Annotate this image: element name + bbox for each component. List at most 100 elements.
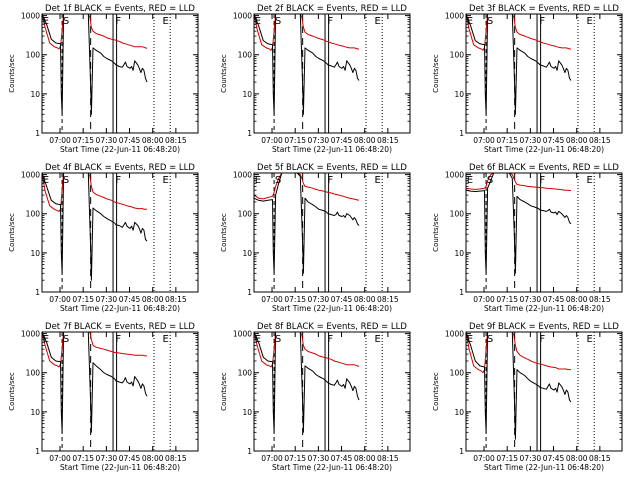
x-tick-label: 07:30: [520, 295, 542, 304]
x-tick-label: 08:00: [142, 295, 164, 304]
x-axis-label: Start Time (22-Jun-11 06:48:20): [272, 463, 392, 472]
time-marker-label: F: [115, 16, 121, 27]
time-marker-label: E: [255, 175, 261, 186]
y-tick-label: 1000: [21, 330, 40, 339]
y-tick-label: 1000: [233, 330, 252, 339]
x-tick-label: 07:15: [496, 295, 518, 304]
x-tick-label: 07:00: [473, 136, 495, 145]
time-marker-label: F: [115, 175, 121, 186]
events-series-line: [466, 332, 572, 440]
x-tick-label: 07:00: [49, 295, 71, 304]
y-axis-label: Counts/sec: [8, 54, 16, 93]
x-tick-label: 08:15: [589, 454, 611, 463]
y-tick-label: 1: [459, 447, 464, 456]
plot-frame: [465, 331, 623, 452]
x-tick-label: 08:00: [566, 295, 588, 304]
x-tick-label: 07:45: [331, 454, 353, 463]
x-tick-label: 08:15: [377, 136, 399, 145]
time-marker-label: E: [586, 175, 592, 186]
y-tick-label: 10: [30, 408, 40, 417]
time-marker-label: E: [162, 334, 168, 345]
x-tick-label: 07:30: [520, 136, 542, 145]
time-marker-label: E: [586, 334, 592, 345]
y-tick-label: 10: [454, 408, 464, 417]
x-tick-label: 08:00: [354, 136, 376, 145]
y-tick-label: 100: [26, 369, 41, 378]
x-tick-label: 07:30: [96, 136, 118, 145]
time-marker-label: S: [275, 334, 281, 345]
x-tick-label: 07:30: [308, 295, 330, 304]
time-marker-label: E: [255, 334, 261, 345]
panel-title: Det 5f BLACK = Events, RED = LLD: [257, 163, 407, 173]
lld-series-line: [466, 173, 572, 192]
time-marker-label: F: [539, 175, 545, 186]
y-tick-label: 1000: [445, 12, 464, 21]
time-marker-label: F: [327, 334, 333, 345]
events-series-line: [42, 173, 148, 281]
time-marker-label: S: [487, 175, 493, 186]
x-tick-label: 08:00: [354, 454, 376, 463]
plot-frame: [465, 172, 623, 293]
time-marker-label: S: [487, 334, 493, 345]
x-tick-label: 08:00: [566, 136, 588, 145]
x-tick-label: 08:15: [165, 295, 187, 304]
time-marker-label: S: [63, 16, 69, 27]
x-tick-label: 07:45: [331, 295, 353, 304]
y-tick-label: 1: [247, 447, 252, 456]
x-axis-label: Start Time (22-Jun-11 06:48:20): [60, 304, 180, 313]
x-tick-label: 07:15: [72, 295, 94, 304]
lld-series-line: [254, 173, 360, 201]
y-axis-label: Counts/sec: [220, 213, 228, 252]
panel-title: Det 9f BLACK = Events, RED = LLD: [469, 322, 619, 332]
x-tick-label: 07:30: [520, 454, 542, 463]
events-series-line: [42, 14, 148, 115]
panel-title: Det 1f BLACK = Events, RED = LLD: [45, 4, 195, 14]
y-tick-label: 100: [26, 51, 41, 60]
time-marker-label: E: [374, 16, 380, 27]
time-marker-label: E: [255, 16, 261, 27]
time-marker-label: E: [374, 334, 380, 345]
events-series-line: [42, 332, 148, 433]
plot-area: [466, 332, 595, 451]
time-marker-label: E: [467, 175, 473, 186]
time-marker-label: E: [467, 16, 473, 27]
y-tick-label: 10: [242, 90, 252, 99]
y-tick-label: 10: [454, 90, 464, 99]
x-tick-label: 08:00: [566, 454, 588, 463]
x-axis-label: Start Time (22-Jun-11 06:48:20): [484, 304, 604, 313]
time-marker-label: F: [327, 175, 333, 186]
x-tick-label: 08:15: [589, 136, 611, 145]
panel-det-9: Det 9f BLACK = Events, RED = LLD E S F E 1 10 1…: [432, 322, 623, 472]
x-tick-label: 07:45: [119, 295, 141, 304]
panel-det-5: Det 5f BLACK = Events, RED = LLD E S F E 1 10 1…: [220, 163, 411, 313]
x-tick-label: 07:30: [308, 454, 330, 463]
time-marker-label: S: [275, 16, 281, 27]
time-marker-label: F: [115, 334, 121, 345]
lld-series-line: [42, 173, 147, 212]
y-axis-label: Counts/sec: [432, 372, 440, 411]
x-tick-label: 07:30: [308, 136, 330, 145]
y-tick-label: 10: [242, 249, 252, 258]
plot-frame: [41, 172, 199, 293]
time-marker-label: S: [487, 16, 493, 27]
x-tick-label: 08:15: [165, 136, 187, 145]
time-marker-label: F: [327, 16, 333, 27]
plot-frame: [41, 331, 199, 452]
x-axis-label: Start Time (22-Jun-11 06:48:20): [484, 145, 604, 154]
panel-title: Det 2f BLACK = Events, RED = LLD: [257, 4, 407, 14]
y-axis-label: Counts/sec: [220, 54, 228, 93]
lld-series-line: [254, 14, 359, 51]
y-tick-label: 1000: [445, 330, 464, 339]
time-marker-label: E: [586, 16, 592, 27]
y-axis-label: Counts/sec: [8, 213, 16, 252]
plot-area: [254, 332, 383, 451]
x-tick-label: 07:15: [284, 295, 306, 304]
plot-area: [254, 14, 383, 133]
time-marker-label: E: [43, 334, 49, 345]
time-marker-label: E: [162, 16, 168, 27]
y-tick-label: 100: [26, 210, 41, 219]
plot-frame: [253, 172, 411, 293]
y-tick-label: 1: [35, 288, 40, 297]
panel-det-6: Det 6f BLACK = Events, RED = LLD E S F E 1 10 1…: [432, 163, 623, 313]
